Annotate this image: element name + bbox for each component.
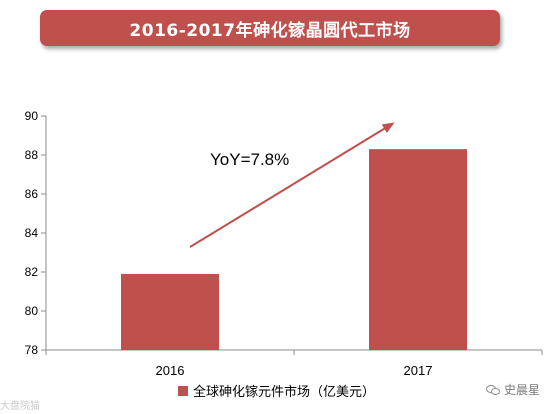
watermark-right: 史晨星 — [485, 381, 540, 398]
y-tick-label: 84 — [25, 226, 39, 240]
watermark-left: 大盘院猫 — [0, 397, 40, 412]
trend-arrow — [189, 122, 395, 248]
y-tick-label: 88 — [25, 148, 39, 162]
y-tick-label: 90 — [25, 109, 39, 123]
x-tick-label: 2016 — [156, 363, 185, 378]
legend-label: 全球砷化镓元件市场（亿美元） — [193, 384, 375, 400]
legend-swatch — [178, 386, 188, 396]
y-tick-label: 78 — [25, 343, 39, 357]
y-tick-label: 82 — [25, 265, 39, 279]
bar-2017 — [369, 149, 467, 350]
y-tick-label: 80 — [25, 304, 39, 318]
bar-2016 — [121, 273, 219, 350]
chart-title: 2016-2017年砷化镓晶圆代工市场 — [129, 20, 411, 41]
wechat-icon — [485, 383, 500, 397]
watermark-left-text: 大盘院猫 — [0, 401, 40, 412]
chart-title-banner: 2016-2017年砷化镓晶圆代工市场 — [40, 10, 500, 46]
watermark-right-text: 史晨星 — [503, 383, 540, 397]
x-tick-label: 2017 — [404, 363, 433, 378]
yoy-annotation: YoY=7.8% — [210, 150, 289, 169]
y-tick-label: 86 — [25, 187, 39, 201]
